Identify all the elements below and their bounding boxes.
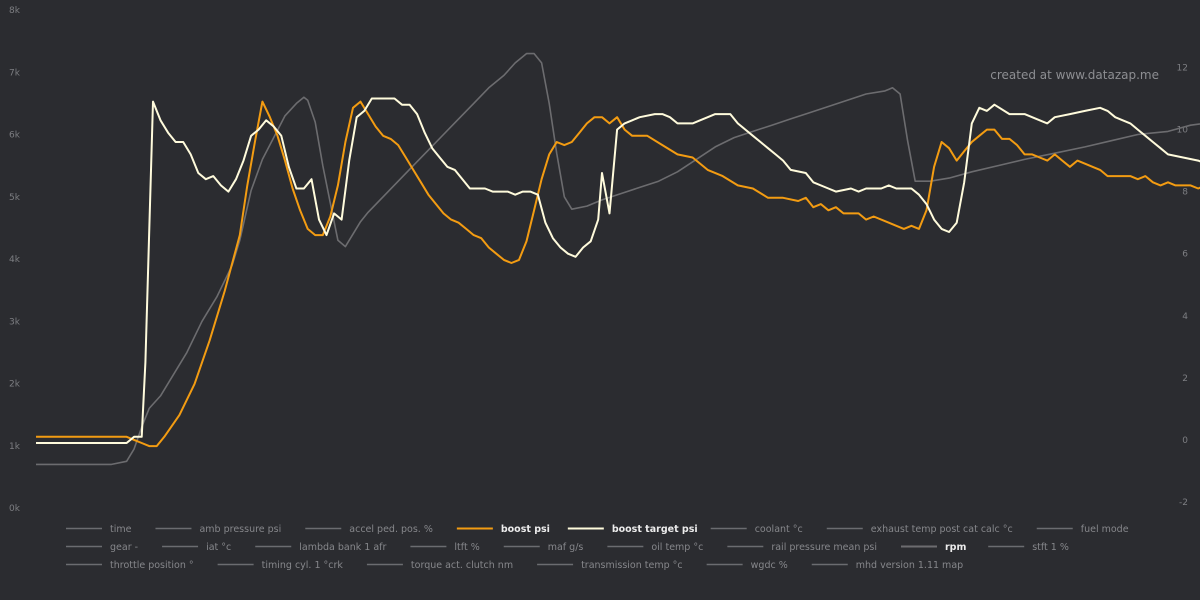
legend-item-throttle-position-[interactable]: throttle position ° [66,560,194,571]
legend-item-boost-psi[interactable]: boost psi [456,524,550,535]
legend-label: accel ped. pos. % [349,524,433,535]
legend-label: rail pressure mean psi [771,542,877,553]
left-tick-label: 8k [9,6,21,16]
legend-label: rpm [945,542,966,553]
left-tick-label: 6k [9,131,21,141]
legend-label: coolant °c [755,524,803,535]
legend-item-rail-pressure-mean-psi[interactable]: rail pressure mean psi [727,542,877,553]
right-tick-label: -2 [1179,498,1188,508]
legend-item-torque-act-clutch-nm[interactable]: torque act. clutch nm [366,560,513,571]
legend-item-coolant-c[interactable]: coolant °c [710,524,803,535]
legend-label: ltft % [454,542,479,553]
legend-label: stft 1 % [1032,542,1069,553]
right-tick-label: 10 [1177,126,1189,136]
legend-label: timing cyl. 1 °crk [262,560,344,571]
legend-label: exhaust temp post cat calc °c [871,524,1013,535]
legend-label: torque act. clutch nm [411,560,513,571]
legend: time amb pressure psi accel ped. pos. % boo… [66,524,1129,571]
legend-item-oil-temp-c[interactable]: oil temp °c [607,542,703,553]
legend-item-amb-pressure-psi[interactable]: amb pressure psi [155,524,281,535]
right-tick-label: 0 [1182,436,1188,446]
series-layer [36,52,1200,466]
legend-item-transmission-temp-c[interactable]: transmission temp °c [537,560,683,571]
left-tick-label: 3k [9,317,21,327]
legend-item-exhaust-temp-post-cat-calc-c[interactable]: exhaust temp post cat calc °c [826,524,1013,535]
legend-item-fuel-mode[interactable]: fuel mode [1036,524,1129,535]
series-line-boost-psi [36,100,1200,448]
legend-label: amb pressure psi [199,524,281,535]
left-tick-label: 2k [9,380,21,390]
legend-label: boost psi [501,524,550,535]
legend-label: maf g/s [548,542,584,553]
right-axis: -2 0 2 4 6 8 10 12 [1177,64,1189,509]
left-tick-label: 0k [9,504,21,514]
legend-item-gear-[interactable]: gear - [66,542,138,553]
legend-item-accel-ped-pos-[interactable]: accel ped. pos. % [305,524,433,535]
chart-credit: created at www.datazap.me [990,68,1159,82]
legend-label: fuel mode [1081,524,1129,535]
left-tick-label: 4k [9,255,21,265]
legend-label: oil temp °c [651,542,703,553]
legend-label: lambda bank 1 afr [299,542,386,553]
left-tick-label: 7k [9,68,21,78]
legend-label: time [110,524,132,535]
series-line-boost-target-psi [36,97,1200,444]
legend-item-time[interactable]: time [66,524,132,535]
right-tick-label: 2 [1182,374,1188,384]
legend-item-stft-1-[interactable]: stft 1 % [988,542,1069,553]
right-tick-label: 8 [1182,188,1188,198]
legend-item-mhd-version-1-11-map[interactable]: mhd version 1.11 map [811,560,963,571]
legend-label: transmission temp °c [581,560,683,571]
legend-item-boost-target-psi[interactable]: boost target psi [567,524,698,535]
legend-label: throttle position ° [110,560,194,571]
legend-label: mhd version 1.11 map [856,560,963,571]
left-tick-label: 5k [9,193,21,203]
legend-item-lambda-bank-1-afr[interactable]: lambda bank 1 afr [255,542,386,553]
legend-item-wgdc-[interactable]: wgdc % [706,560,788,571]
legend-item-rpm[interactable]: rpm [901,542,966,553]
left-axis: 0k 1k 2k 3k 4k 5k 6k 7k 8k [9,6,21,514]
right-tick-label: 6 [1182,250,1188,260]
left-tick-label: 1k [9,442,21,452]
legend-label: boost target psi [612,524,698,535]
series-line-rpm [36,52,1200,466]
legend-label: iat °c [206,542,231,553]
right-tick-label: 4 [1182,312,1188,322]
legend-item-timing-cyl-1-crk[interactable]: timing cyl. 1 °crk [217,560,344,571]
legend-item-ltft-[interactable]: ltft % [410,542,480,553]
legend-item-iat-c[interactable]: iat °c [162,542,231,553]
right-tick-label: 12 [1177,64,1188,74]
legend-label: wgdc % [751,560,788,571]
legend-label: gear - [110,542,138,553]
legend-item-maf-g-s[interactable]: maf g/s [503,542,584,553]
